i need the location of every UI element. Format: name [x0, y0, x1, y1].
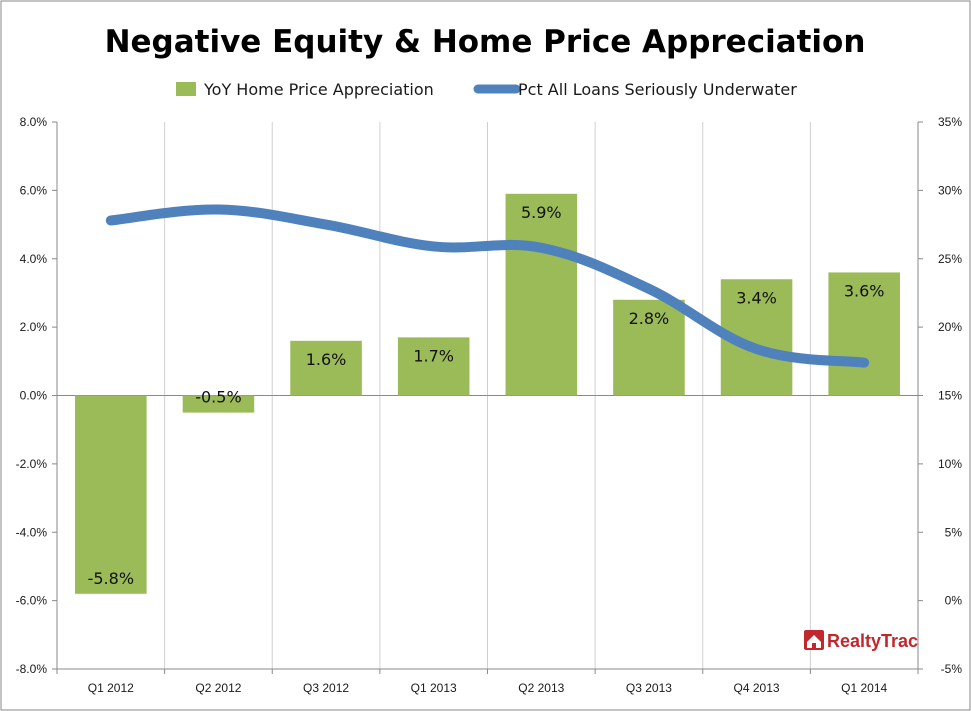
left-tick-label: -2.0% — [16, 457, 48, 471]
bar-data-label: 1.7% — [413, 346, 454, 365]
bar — [613, 299, 685, 396]
bar — [75, 395, 147, 594]
house-icon — [804, 630, 824, 650]
bar — [290, 340, 362, 396]
bar-data-label: 5.9% — [521, 203, 562, 222]
x-tick-label: Q1 2012 — [88, 681, 134, 695]
right-tick-label: 35% — [938, 115, 962, 129]
x-tick-label: Q1 2014 — [841, 681, 887, 695]
right-tick-label: 30% — [938, 183, 962, 197]
left-tick-label: -6.0% — [16, 594, 48, 608]
bar-data-label: 1.6% — [306, 350, 347, 369]
right-tick-label: 5% — [945, 525, 963, 539]
legend-bar-swatch — [176, 82, 196, 96]
bar — [828, 272, 900, 396]
right-tick-label: 0% — [945, 594, 963, 608]
left-tick-label: 2.0% — [20, 320, 48, 334]
x-axis-ticks: Q1 2012 Q2 2012 Q3 2012 Q1 2013 Q2 2013 Q3 20… — [88, 681, 888, 695]
bar — [182, 395, 255, 413]
left-tick-label: 8.0% — [20, 115, 48, 129]
bar-data-label: 3.6% — [844, 281, 885, 300]
brand-name: RealtyTrac — [827, 631, 918, 651]
right-tick-label: -5% — [941, 662, 963, 676]
legend-label-bars: YoY Home Price Appreciation — [203, 80, 434, 99]
bar-data-label: 3.4% — [736, 288, 777, 307]
bar — [505, 193, 578, 396]
x-tick-label: Q1 2013 — [411, 681, 457, 695]
left-tick-label: -8.0% — [16, 662, 48, 676]
bar-data-label: 2.8% — [629, 309, 670, 328]
x-tick-label: Q4 2013 — [734, 681, 780, 695]
bar-data-label: -5.8% — [88, 569, 134, 588]
data-labels: -5.8% -0.5% 1.6% 1.7% 5.9% 2.8% 3.4% 3.6% — [88, 203, 885, 588]
chart-title: Negative Equity & Home Price Appreciatio… — [105, 24, 866, 60]
bar-data-label: -0.5% — [195, 388, 241, 407]
right-tick-label: 15% — [938, 389, 962, 403]
right-axis-ticks: -5% 0% 5% 10% 15% 20% 25% 30% 35% — [918, 115, 962, 676]
x-tick-label: Q2 2012 — [195, 681, 241, 695]
left-tick-label: 4.0% — [20, 252, 48, 266]
x-tick-label: Q3 2012 — [303, 681, 349, 695]
bars — [75, 193, 900, 594]
left-tick-label: -4.0% — [16, 525, 48, 539]
brand-logo: RealtyTrac — [804, 630, 918, 651]
bar — [397, 337, 470, 396]
legend: YoY Home Price Appreciation Pct All Loan… — [176, 80, 797, 99]
x-tick-label: Q3 2013 — [626, 681, 672, 695]
legend-label-line: Pct All Loans Seriously Underwater — [518, 80, 797, 99]
underwater-line — [105, 204, 870, 368]
left-tick-label: 0.0% — [20, 389, 48, 403]
right-tick-label: 25% — [938, 252, 962, 266]
right-tick-label: 10% — [938, 457, 962, 471]
left-axis-ticks: -8.0% -6.0% -4.0% -2.0% 0.0% 2.0% 4.0% 6.0% 8.0% — [16, 115, 57, 676]
right-tick-label: 20% — [938, 320, 962, 334]
left-tick-label: 6.0% — [20, 183, 48, 197]
line-series — [105, 204, 870, 368]
x-tick-label: Q2 2013 — [518, 681, 564, 695]
